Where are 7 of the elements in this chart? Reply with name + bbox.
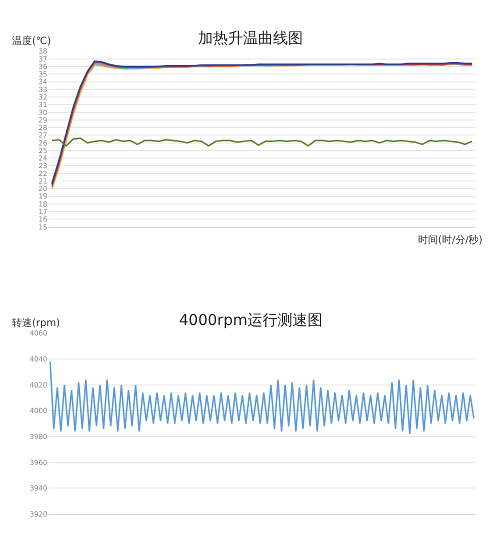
chart-title: 加热升温曲线图	[198, 29, 303, 47]
y-axis-title: 温度(℃)	[12, 35, 52, 47]
chart-title: 4000rpm运行测速图	[179, 311, 322, 329]
y-axis-title: 转速(rpm)	[12, 317, 60, 329]
line-series	[49, 360, 475, 435]
x-axis-title: 时间(时/分/秒)	[418, 234, 483, 246]
line-series	[51, 138, 473, 147]
